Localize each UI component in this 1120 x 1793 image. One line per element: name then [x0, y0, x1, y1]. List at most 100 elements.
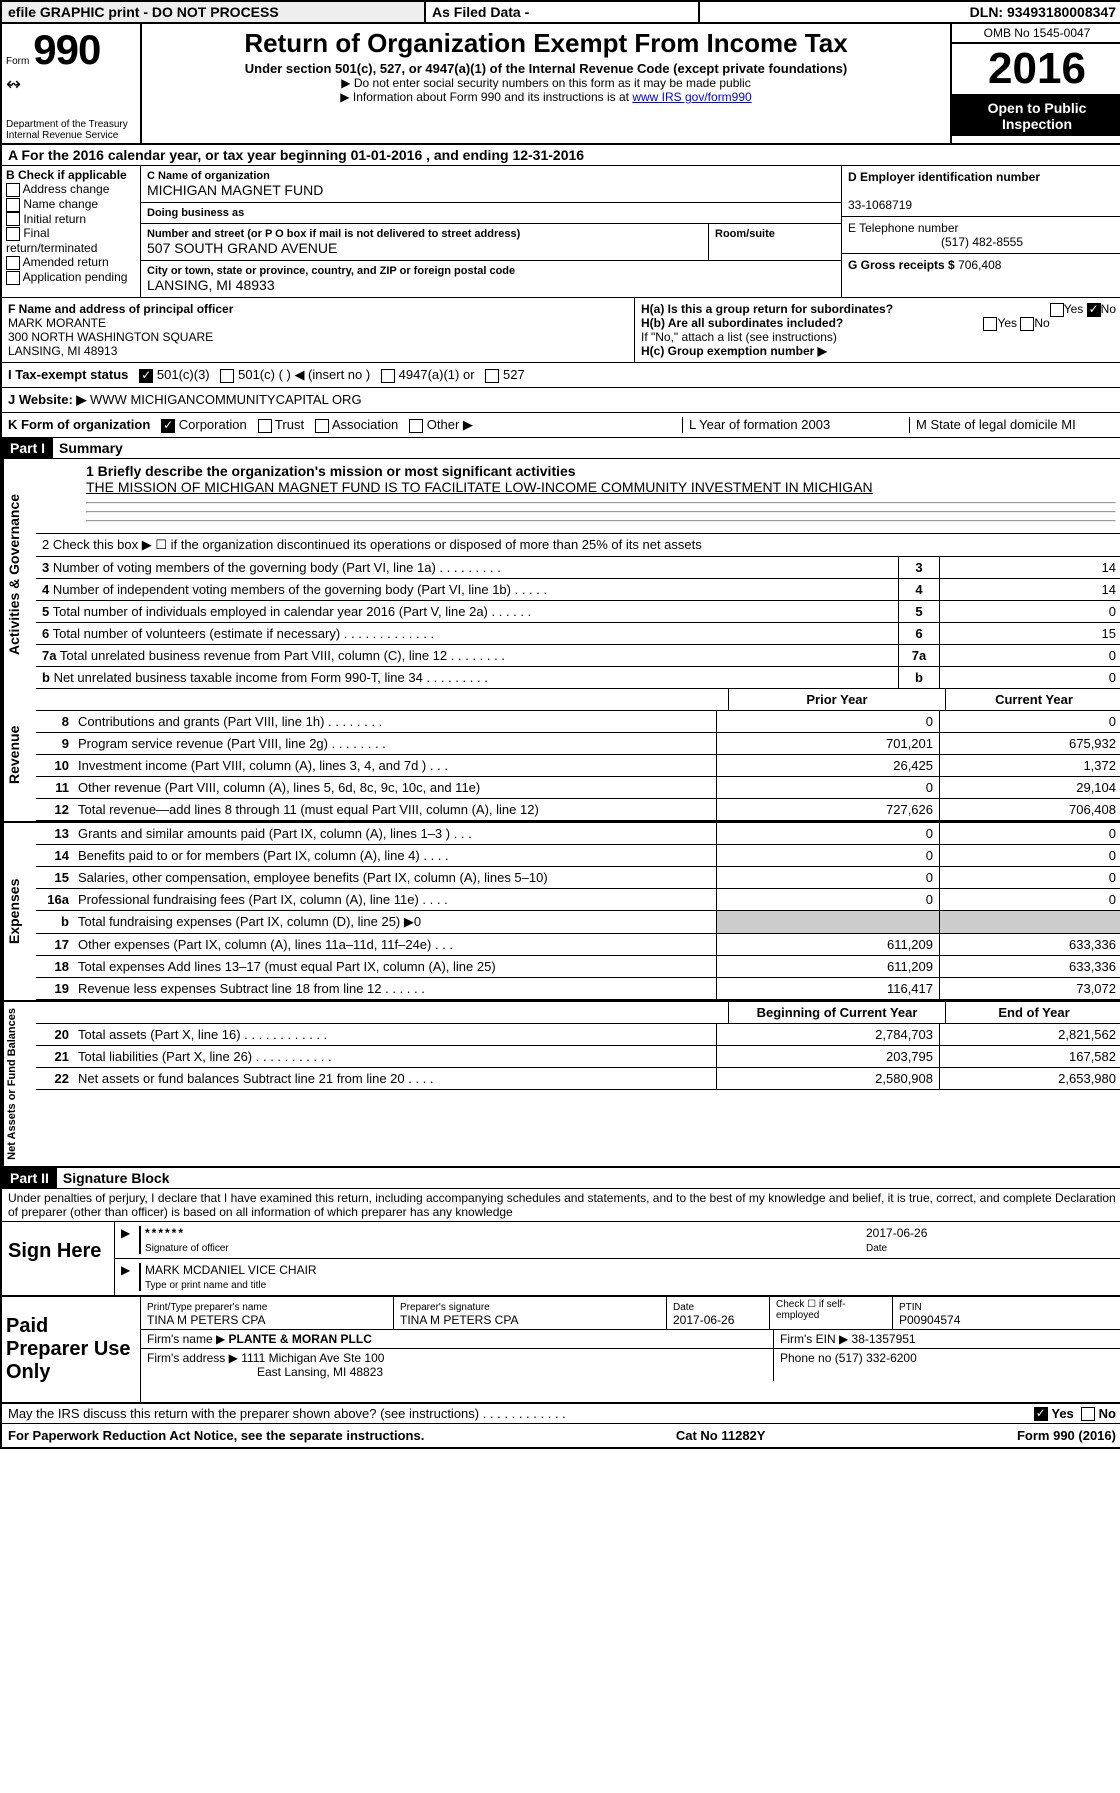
- chk-trust[interactable]: [258, 419, 272, 433]
- form-number: 990: [33, 26, 100, 73]
- chk-other[interactable]: [409, 419, 423, 433]
- chk-address[interactable]: Address change: [6, 182, 136, 197]
- street-row: Number and street (or P O box if mail is…: [141, 224, 841, 261]
- data-row: 12Total revenue—add lines 8 through 11 (…: [36, 799, 1120, 821]
- ptin: P00904574: [899, 1313, 960, 1327]
- street: 507 SOUTH GRAND AVENUE: [147, 240, 702, 256]
- telephone: (517) 482-8555: [848, 235, 1116, 249]
- chk-initial[interactable]: Initial return: [6, 212, 136, 227]
- data-row: 18Total expenses Add lines 13–17 (must e…: [36, 956, 1120, 978]
- gross-receipts: 706,408: [958, 258, 1001, 272]
- chk-amended[interactable]: Amended return: [6, 255, 136, 270]
- data-row: 14Benefits paid to or for members (Part …: [36, 845, 1120, 867]
- vert-label-revenue: Revenue: [2, 689, 36, 821]
- chk-501c[interactable]: [220, 369, 234, 383]
- form-title: Return of Organization Exempt From Incom…: [150, 28, 942, 59]
- org-name-row: C Name of organization MICHIGAN MAGNET F…: [141, 166, 841, 203]
- city: LANSING, MI 48933: [147, 277, 835, 293]
- summary-row: 7a Total unrelated business revenue from…: [36, 645, 1120, 667]
- sign-here-label: Sign Here: [2, 1222, 115, 1295]
- state-domicile: M State of legal domicile MI: [909, 417, 1116, 433]
- year-formation: L Year of formation 2003: [682, 417, 909, 433]
- part1-badge: Part I: [2, 438, 53, 458]
- officer-addr1: 300 NORTH WASHINGTON SQUARE: [8, 330, 213, 344]
- data-row: 21Total liabilities (Part X, line 26) . …: [36, 1046, 1120, 1068]
- org-name: MICHIGAN MAGNET FUND: [147, 182, 835, 198]
- omb-number: OMB No 1545-0047: [952, 24, 1120, 44]
- form-subtitle: Under section 501(c), 527, or 4947(a)(1)…: [150, 61, 942, 76]
- chk-assoc[interactable]: [315, 419, 329, 433]
- gross-receipts-label: G Gross receipts $: [848, 258, 958, 272]
- notice-ssn: ▶ Do not enter social security numbers o…: [150, 76, 942, 90]
- col-c-org-info: C Name of organization MICHIGAN MAGNET F…: [141, 166, 842, 297]
- form-990-page: efile GRAPHIC print - DO NOT PROCESS As …: [0, 0, 1120, 1449]
- ein: 33-1068719: [848, 198, 912, 212]
- data-row: 11Other revenue (Part VIII, column (A), …: [36, 777, 1120, 799]
- officer-printed-name: MARK MCDANIEL VICE CHAIR: [145, 1263, 317, 1277]
- dba-row: Doing business as: [141, 203, 841, 224]
- beg-year-hdr: Beginning of Current Year: [728, 1002, 945, 1023]
- part1-title: Summary: [53, 440, 123, 456]
- vert-label-ag: Activities & Governance: [2, 459, 36, 689]
- dept-treasury: Department of the Treasury: [6, 119, 136, 130]
- chk-corp[interactable]: [161, 419, 175, 433]
- perjury-declaration: Under penalties of perjury, I declare th…: [2, 1189, 1120, 1222]
- data-row: 16aProfessional fundraising fees (Part I…: [36, 889, 1120, 911]
- summary-row: b Net unrelated business taxable income …: [36, 667, 1120, 689]
- footer-right: Form 990 (2016): [1017, 1428, 1116, 1443]
- firm-name: PLANTE & MORAN PLLC: [229, 1332, 372, 1346]
- public-inspection: Open to Public Inspection: [952, 96, 1120, 136]
- chk-name[interactable]: Name change: [6, 197, 136, 212]
- data-row: 22Net assets or fund balances Subtract l…: [36, 1068, 1120, 1090]
- form-number-box: Form 990 ↭ Department of the Treasury In…: [2, 24, 142, 143]
- chk-501c3[interactable]: [139, 369, 153, 383]
- data-row: 20Total assets (Part X, line 16) . . . .…: [36, 1024, 1120, 1046]
- sign-block: Sign Here ▶ ****** Signature of officer …: [2, 1222, 1120, 1297]
- data-row: 17Other expenses (Part IX, column (A), l…: [36, 934, 1120, 956]
- footer-mid: Cat No 11282Y: [676, 1428, 766, 1443]
- room-suite: Room/suite: [709, 224, 841, 260]
- chk-final[interactable]: Final return/terminated: [6, 226, 136, 255]
- section-b-identity: B Check if applicable Address change Nam…: [2, 166, 1120, 298]
- data-row: 9Program service revenue (Part VIII, lin…: [36, 733, 1120, 755]
- preparer-signature: TINA M PETERS CPA: [400, 1313, 518, 1327]
- city-row: City or town, state or province, country…: [141, 261, 841, 297]
- swoosh-icon: ↭: [6, 74, 21, 94]
- as-filed: As Filed Data -: [426, 2, 700, 22]
- self-employed-check[interactable]: Check ☐ if self-employed: [770, 1297, 893, 1329]
- chk-527[interactable]: [485, 369, 499, 383]
- form-header: Form 990 ↭ Department of the Treasury In…: [2, 24, 1120, 145]
- notice-instructions: ▶ Information about Form 990 and its ins…: [150, 90, 942, 104]
- mission-statement: THE MISSION OF MICHIGAN MAGNET FUND IS T…: [86, 479, 873, 495]
- part2-title: Signature Block: [57, 1170, 170, 1186]
- form-prefix: Form: [6, 56, 29, 67]
- sign-date: 2017-06-26: [866, 1226, 927, 1240]
- website-url: WWW MICHIGANCOMMUNITYCAPITAL ORG: [90, 392, 362, 407]
- part1-header: Part I Summary: [2, 438, 1120, 459]
- expenses-section: Expenses 13Grants and similar amounts pa…: [2, 823, 1120, 1002]
- irs-link[interactable]: www IRS gov/form990: [632, 90, 751, 104]
- may-no[interactable]: [1081, 1407, 1095, 1421]
- summary-row: 6 Total number of volunteers (estimate i…: [36, 623, 1120, 645]
- data-row: 15Salaries, other compensation, employee…: [36, 867, 1120, 889]
- firm-addr2: East Lansing, MI 48823: [147, 1365, 383, 1379]
- chk-pending[interactable]: Application pending: [6, 270, 136, 285]
- data-row: 10Investment income (Part VIII, column (…: [36, 755, 1120, 777]
- b-title: B Check if applicable: [6, 168, 127, 182]
- prior-year-hdr: Prior Year: [728, 689, 945, 710]
- summary-row: 3 Number of voting members of the govern…: [36, 557, 1120, 579]
- footer: For Paperwork Reduction Act Notice, see …: [2, 1424, 1120, 1447]
- website-row: J Website: ▶ WWW MICHIGANCOMMUNITYCAPITA…: [2, 388, 1120, 413]
- may-yes[interactable]: [1034, 1407, 1048, 1421]
- chk-4947[interactable]: [381, 369, 395, 383]
- firm-phone: (517) 332-6200: [835, 1351, 917, 1365]
- summary-row: 4 Number of independent voting members o…: [36, 579, 1120, 601]
- preparer-heading: Paid Preparer Use Only: [2, 1297, 141, 1402]
- preparer-date: 2017-06-26: [673, 1313, 734, 1327]
- form-title-block: Return of Organization Exempt From Incom…: [142, 24, 950, 143]
- col-b-checkboxes: B Check if applicable Address change Nam…: [2, 166, 141, 297]
- vert-label-netassets: Net Assets or Fund Balances: [2, 1002, 36, 1166]
- activities-governance: Activities & Governance 1 Briefly descri…: [2, 459, 1120, 689]
- tax-year: 2016: [952, 44, 1120, 96]
- firm-ein: 38-1357951: [852, 1332, 916, 1346]
